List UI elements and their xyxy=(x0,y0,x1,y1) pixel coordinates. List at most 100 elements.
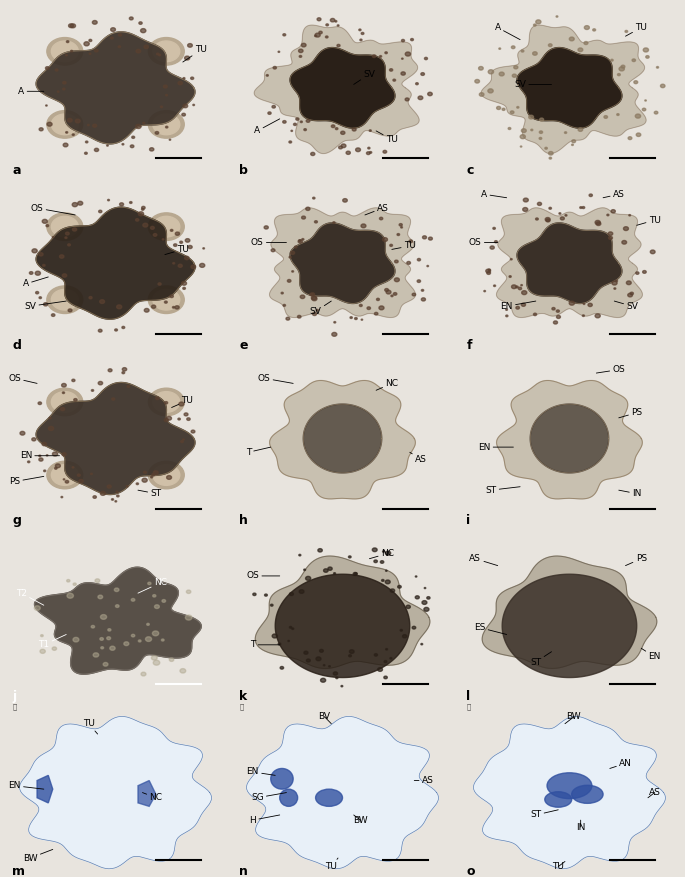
Circle shape xyxy=(395,260,398,263)
Circle shape xyxy=(166,126,168,128)
Text: IN: IN xyxy=(576,820,586,831)
Circle shape xyxy=(182,113,186,116)
Circle shape xyxy=(288,280,291,282)
Circle shape xyxy=(130,145,134,147)
Circle shape xyxy=(350,317,352,318)
Circle shape xyxy=(185,239,190,242)
Circle shape xyxy=(643,270,646,274)
Circle shape xyxy=(329,666,330,667)
Circle shape xyxy=(29,272,33,275)
Polygon shape xyxy=(290,223,395,303)
Circle shape xyxy=(266,75,269,76)
Circle shape xyxy=(534,313,536,316)
Circle shape xyxy=(582,315,584,317)
Circle shape xyxy=(153,233,157,236)
Circle shape xyxy=(65,481,68,483)
Polygon shape xyxy=(497,381,643,499)
Circle shape xyxy=(89,39,92,41)
Circle shape xyxy=(184,256,189,260)
Circle shape xyxy=(155,132,159,134)
Circle shape xyxy=(409,240,412,243)
Circle shape xyxy=(141,672,146,676)
Circle shape xyxy=(46,225,49,226)
Circle shape xyxy=(521,50,524,52)
Circle shape xyxy=(132,634,135,637)
Circle shape xyxy=(506,309,508,310)
Circle shape xyxy=(89,53,91,54)
Circle shape xyxy=(399,224,402,226)
Circle shape xyxy=(369,152,372,153)
Circle shape xyxy=(278,643,281,645)
Circle shape xyxy=(614,288,616,289)
Circle shape xyxy=(617,74,621,75)
Text: AS: AS xyxy=(414,776,434,785)
Circle shape xyxy=(319,32,322,33)
Circle shape xyxy=(645,100,647,101)
Circle shape xyxy=(119,46,121,47)
Circle shape xyxy=(63,479,65,480)
Circle shape xyxy=(42,442,47,446)
Text: AS: AS xyxy=(365,203,389,215)
Circle shape xyxy=(42,219,47,224)
Circle shape xyxy=(51,217,78,237)
Text: TU: TU xyxy=(552,861,565,871)
Circle shape xyxy=(593,29,595,31)
Circle shape xyxy=(72,134,74,135)
Circle shape xyxy=(129,17,133,20)
Circle shape xyxy=(89,296,92,299)
Circle shape xyxy=(583,303,585,304)
Circle shape xyxy=(510,259,512,260)
Circle shape xyxy=(493,227,495,229)
Polygon shape xyxy=(303,404,382,473)
Text: AS: AS xyxy=(410,453,427,464)
Circle shape xyxy=(332,332,337,336)
Text: PS: PS xyxy=(625,554,647,566)
Circle shape xyxy=(488,89,493,93)
Circle shape xyxy=(333,222,335,224)
Circle shape xyxy=(572,139,575,143)
Circle shape xyxy=(484,290,486,292)
Circle shape xyxy=(298,239,302,243)
Circle shape xyxy=(181,440,184,443)
Ellipse shape xyxy=(316,789,342,806)
Circle shape xyxy=(529,115,534,119)
Circle shape xyxy=(495,240,497,243)
Circle shape xyxy=(300,295,305,298)
Circle shape xyxy=(425,57,427,60)
Circle shape xyxy=(545,147,547,149)
Circle shape xyxy=(368,147,370,149)
Circle shape xyxy=(68,309,72,312)
Text: EN: EN xyxy=(501,301,536,310)
Circle shape xyxy=(149,111,184,139)
Circle shape xyxy=(273,67,277,69)
Circle shape xyxy=(98,381,103,385)
Text: TU: TU xyxy=(392,241,416,251)
Circle shape xyxy=(412,626,416,629)
Circle shape xyxy=(332,125,335,127)
Circle shape xyxy=(183,439,184,440)
Circle shape xyxy=(91,389,94,391)
Circle shape xyxy=(116,495,119,497)
Circle shape xyxy=(160,106,162,108)
Circle shape xyxy=(47,461,83,488)
Circle shape xyxy=(86,141,88,143)
Circle shape xyxy=(342,198,347,202)
Circle shape xyxy=(516,286,518,288)
Circle shape xyxy=(393,293,397,296)
Polygon shape xyxy=(20,717,212,869)
Circle shape xyxy=(110,37,113,39)
Circle shape xyxy=(66,54,67,56)
Circle shape xyxy=(286,317,290,320)
Circle shape xyxy=(391,295,393,296)
Polygon shape xyxy=(473,717,665,869)
Circle shape xyxy=(521,285,523,286)
Circle shape xyxy=(321,678,325,682)
Circle shape xyxy=(549,152,553,155)
Circle shape xyxy=(502,108,505,111)
Circle shape xyxy=(415,595,419,599)
Text: SV: SV xyxy=(514,80,551,89)
Circle shape xyxy=(304,651,308,654)
Circle shape xyxy=(122,326,125,329)
Text: 🐟: 🐟 xyxy=(12,703,16,709)
Circle shape xyxy=(153,465,179,485)
